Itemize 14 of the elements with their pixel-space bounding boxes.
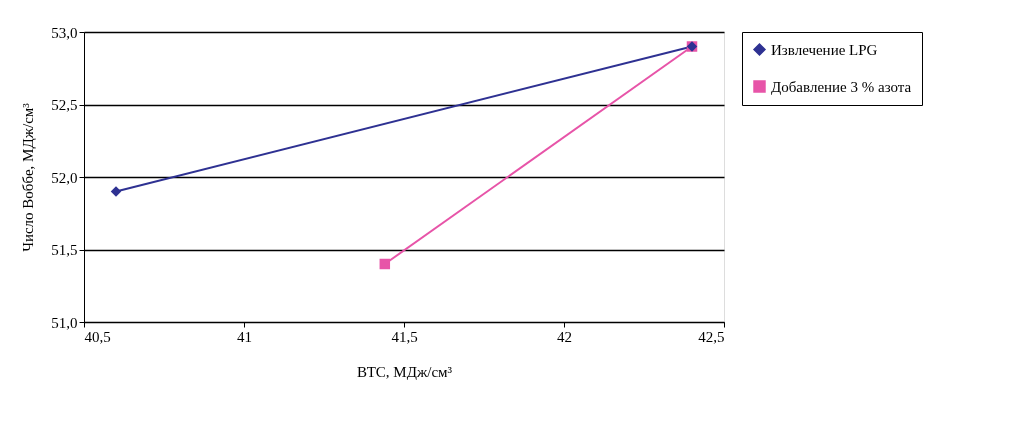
y-tick-label: 52,5 — [51, 97, 78, 113]
legend-label: Извлечение LPG — [771, 41, 878, 58]
y-tick-label: 51,0 — [51, 314, 78, 331]
y-tick-label: 53,0 — [51, 24, 78, 41]
x-tick-label: 40,5 — [84, 328, 111, 345]
legend-label: Добавление 3 % азота — [771, 78, 912, 95]
x-tick-label: 41,5 — [391, 328, 418, 345]
y-tick-label: 51,5 — [51, 242, 78, 258]
x-tick-label: 41 — [237, 328, 252, 345]
y-tick-label: 52,0 — [51, 169, 78, 186]
x-axis-title: ВТС, МДж/см³ — [356, 363, 453, 380]
x-tick-label: 42 — [557, 328, 572, 345]
y-axis-title: Число Воббе, МДж/см³ — [20, 102, 37, 252]
x-tick-label: 42,5 — [698, 328, 725, 345]
